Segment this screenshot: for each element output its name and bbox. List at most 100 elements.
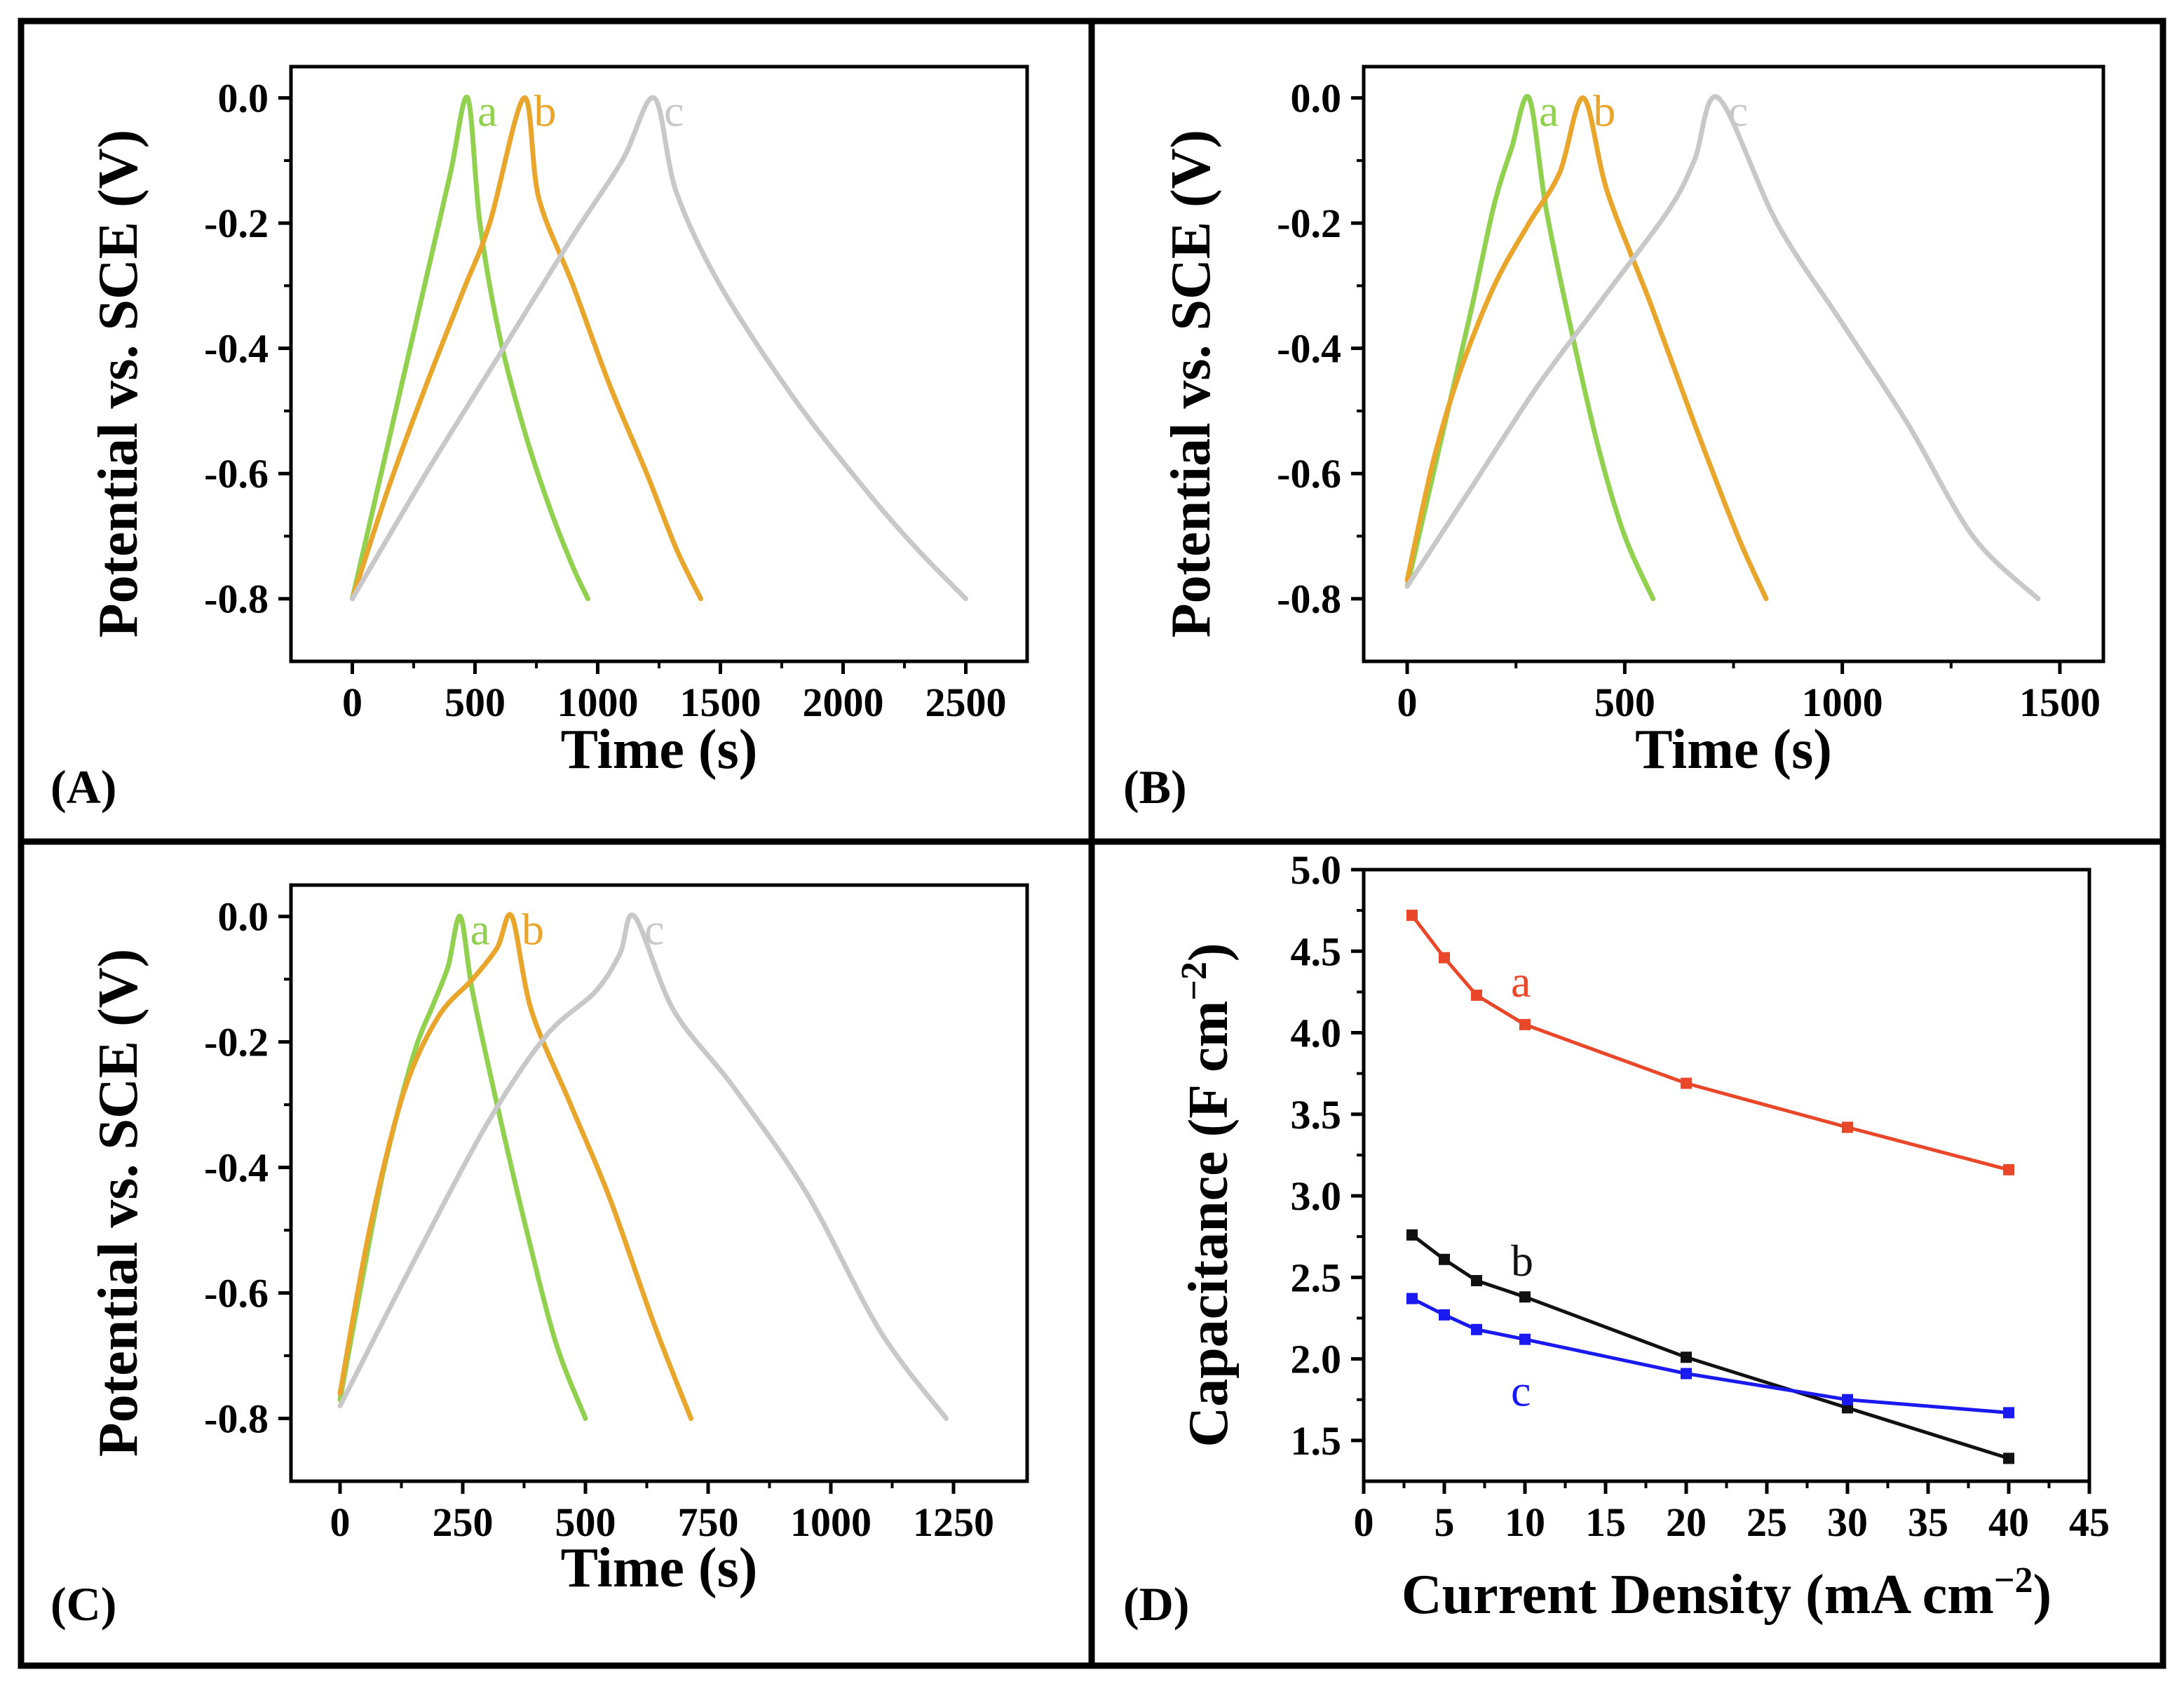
x-tick-label: 10 <box>1505 1499 1545 1545</box>
series-point-a <box>1842 1121 1853 1133</box>
x-tick-label: 1000 <box>557 680 639 725</box>
series-label-a: a <box>1539 86 1559 136</box>
series-point-b <box>1471 1274 1482 1286</box>
y-tick-label: -0.6 <box>1277 451 1341 497</box>
series-label-c: c <box>644 905 664 955</box>
x-tick-label: 35 <box>1908 1499 1948 1545</box>
x-tick-label: 1000 <box>790 1499 871 1545</box>
y-tick-label: -0.8 <box>204 576 269 622</box>
panel-label: (C) <box>50 1577 116 1631</box>
x-tick-label: 0 <box>1397 680 1418 725</box>
y-tick-label: 3.0 <box>1291 1173 1342 1219</box>
y-tick-label: -0.8 <box>1277 576 1341 622</box>
x-tick-label: 500 <box>555 1499 616 1545</box>
y-tick-label: -0.6 <box>204 1271 269 1316</box>
y-tick-label: 2.5 <box>1291 1255 1342 1300</box>
y-tick-label: -0.6 <box>204 451 269 497</box>
x-axis-title: Time (s) <box>561 1537 758 1599</box>
series-line-b <box>1404 95 1769 602</box>
x-tick-label: 15 <box>1585 1499 1626 1545</box>
series-point-a <box>1519 1018 1531 1030</box>
series-label-c: c <box>1511 1366 1531 1416</box>
series-label-b: b <box>1511 1236 1533 1286</box>
series-label-b: b <box>1593 86 1615 136</box>
y-tick-label: 1.5 <box>1291 1418 1342 1464</box>
series-line-b <box>350 95 703 602</box>
series-point-b <box>2003 1452 2014 1464</box>
x-tick-label: 1000 <box>1802 680 1883 725</box>
y-tick-label: 5.0 <box>1291 847 1342 893</box>
x-tick-label: 2000 <box>803 680 884 725</box>
x-tick-label: 45 <box>2069 1499 2110 1545</box>
panel-d: 0 5 10 15 20 25 30 35 40 45 1.5 2.0 2.5 3.0 3.5 4.0 4.5 5… <box>1123 847 2110 1631</box>
series-label-c: c <box>1728 86 1748 136</box>
series-point-c <box>1519 1333 1531 1345</box>
series-line-a <box>350 95 590 602</box>
series-point-a <box>1439 952 1450 964</box>
x-tick-label: 500 <box>445 680 506 725</box>
x-axis-title: Time (s) <box>1635 719 1832 781</box>
y-axis-title: Capacitance (F cm−2) <box>1174 943 1240 1447</box>
x-tick-label: 1250 <box>913 1499 994 1545</box>
series-label-b: b <box>534 86 557 136</box>
series-label-a: a <box>470 905 490 955</box>
x-tick-label: 2500 <box>925 680 1007 725</box>
x-tick-label: 40 <box>1988 1499 2029 1545</box>
x-axis-title: Time (s) <box>561 719 758 781</box>
plot-frame <box>289 883 1029 1483</box>
series-point-b <box>1681 1351 1692 1363</box>
panel-c: 0 250 500 750 1000 1250 0.0 -0.2 -0.4 -0.6 -0.8 Tim… <box>50 883 1029 1631</box>
series-point-b <box>1439 1253 1450 1265</box>
x-tick-label: 25 <box>1746 1499 1787 1545</box>
y-tick-label: -0.4 <box>204 1145 269 1191</box>
y-tick-label: 0.0 <box>1291 76 1342 121</box>
series-point-c <box>2003 1407 2014 1419</box>
series-label-b: b <box>522 905 544 955</box>
y-tick-label: 0.0 <box>218 894 269 940</box>
series-line-c <box>1404 94 2041 602</box>
panel-label: (A) <box>50 760 116 814</box>
panel-frames <box>18 18 2166 1669</box>
x-axis-title: Current Density (mA cm−2) <box>1402 1560 2051 1626</box>
x-tick-label: 250 <box>433 1499 494 1545</box>
series-point-c <box>1842 1394 1853 1405</box>
y-tick-label: 2.0 <box>1291 1337 1342 1382</box>
y-tick-label: 0.0 <box>218 76 269 121</box>
series-point-b <box>1406 1229 1418 1241</box>
y-axis-title: Potential vs. SCE (V) <box>88 949 149 1457</box>
y-tick-label: -0.2 <box>204 201 269 246</box>
series-point-a <box>1681 1077 1692 1089</box>
series-point-c <box>1681 1368 1692 1380</box>
panels-layer: 0 500 1000 1500 2000 25000.0-0.2-0.4-0.6-0.8T… <box>50 65 2110 1631</box>
panel-b: 0 500 1000 1500 0.0 -0.2 -0.4 -0.6 -0.8 Time (s) P… <box>1123 65 2105 814</box>
series-line-c <box>337 912 949 1421</box>
series-point-a <box>1406 910 1418 922</box>
x-tick-label: 1500 <box>680 680 761 725</box>
series-line-b <box>337 912 693 1421</box>
x-tick-label: 750 <box>678 1499 739 1545</box>
x-tick-label: 30 <box>1827 1499 1868 1545</box>
series-label-a: a <box>477 86 497 136</box>
y-tick-label: -0.2 <box>1277 201 1341 246</box>
x-tick-label: 0 <box>330 1499 351 1545</box>
y-tick-label: -0.4 <box>1277 326 1341 372</box>
y-tick-label: -0.8 <box>204 1396 269 1442</box>
x-tick-label: 5 <box>1434 1499 1455 1545</box>
y-tick-label: 4.0 <box>1291 1011 1342 1056</box>
y-tick-label: 4.5 <box>1291 929 1342 974</box>
series-line-c <box>350 95 968 602</box>
x-tick-label: 0 <box>1354 1499 1374 1545</box>
series-point-b <box>1519 1291 1531 1303</box>
series-label-a: a <box>1511 957 1531 1006</box>
series-label-c: c <box>664 86 684 136</box>
y-tick-label: 3.5 <box>1291 1092 1342 1138</box>
panel-label: (D) <box>1123 1577 1189 1631</box>
x-tick-label: 500 <box>1594 680 1655 725</box>
x-tick-label: 1500 <box>2019 680 2101 725</box>
series-point-a <box>1471 990 1482 1002</box>
y-tick-label: -0.4 <box>204 326 269 372</box>
series-point-c <box>1406 1293 1418 1304</box>
panel-a: 0 500 1000 1500 2000 2500 0.0 -0.2 -0.4 -0.6 -0.8 T… <box>50 65 1029 814</box>
y-axis-title: Potential vs. SCE (V) <box>1160 130 1222 638</box>
